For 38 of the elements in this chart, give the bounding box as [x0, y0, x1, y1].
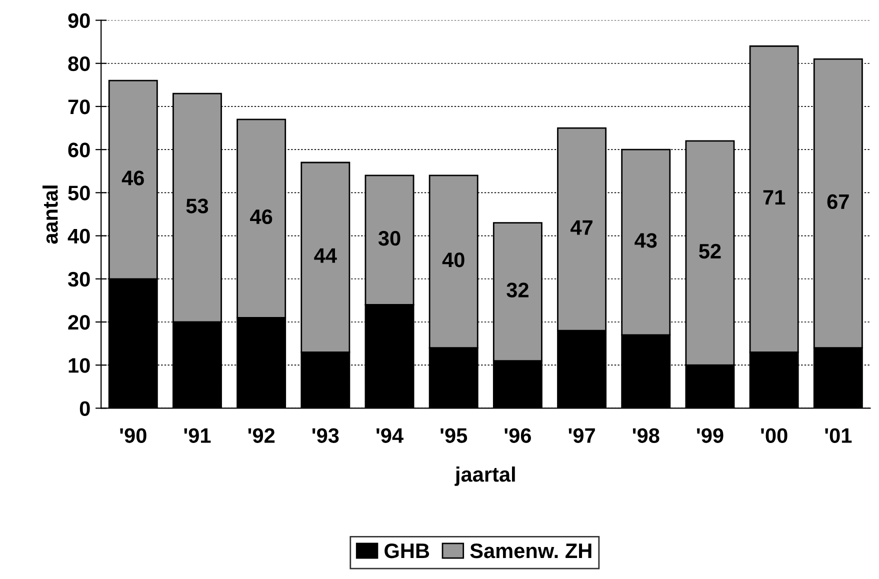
y-tick-label: 80: [68, 56, 90, 72]
x-tick-label: '96: [504, 428, 532, 443]
x-axis-title: jaartal: [454, 466, 515, 486]
x-tick-label: '97: [568, 428, 595, 443]
x-tick-label: '93: [312, 428, 339, 443]
y-tick-label: 0: [80, 401, 90, 416]
x-tick-label: '90: [120, 428, 146, 443]
data-label: 71: [763, 190, 786, 205]
x-tick-label: '01: [825, 428, 852, 443]
y-axis-title: aantal: [42, 186, 58, 244]
x-tick-label: '94: [376, 428, 404, 443]
y-tick-label: 30: [68, 272, 90, 287]
data-label: 40: [442, 252, 464, 268]
x-tick-label: '99: [697, 428, 724, 443]
data-label: 46: [250, 209, 272, 224]
data-label: 47: [570, 220, 592, 235]
x-tick-label: '92: [248, 428, 275, 443]
x-tick-label: '91: [184, 428, 211, 443]
x-tick-label: '95: [440, 428, 468, 443]
data-label: 53: [186, 198, 208, 214]
y-tick-label: 70: [68, 99, 90, 114]
data-label: 52: [699, 244, 721, 259]
data-label: 44: [314, 248, 337, 263]
data-label: 67: [827, 194, 849, 210]
data-label: 30: [378, 230, 400, 246]
y-tick-label: 90: [68, 13, 90, 28]
y-tick-label: 50: [68, 186, 90, 200]
y-tick-label: 60: [68, 142, 90, 158]
x-tick-label: '00: [761, 428, 788, 443]
data-label: 46: [122, 170, 144, 186]
y-tick-label: 40: [68, 228, 90, 244]
x-tick-label: '98: [632, 428, 660, 443]
legend-label: Samenw. ZH: [470, 543, 592, 558]
y-tick-label: 10: [68, 358, 90, 373]
data-label: 43: [634, 233, 657, 248]
y-tick-label: 20: [68, 314, 90, 330]
legend-label: GHB: [384, 543, 430, 558]
data-label: 32: [506, 282, 528, 298]
